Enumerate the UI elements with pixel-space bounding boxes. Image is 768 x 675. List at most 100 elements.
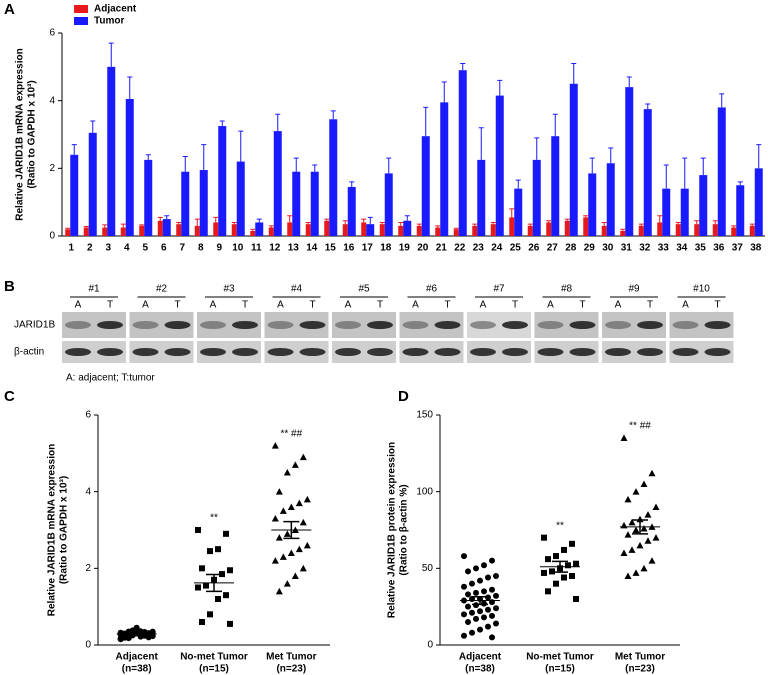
bar xyxy=(680,188,689,236)
lane-label: A xyxy=(75,300,82,311)
y-tick-label: 4 xyxy=(85,486,91,497)
sem-bar xyxy=(632,519,648,535)
x-tick-label: 9 xyxy=(216,243,222,254)
annotation: ** ## xyxy=(629,421,651,432)
blot-strip xyxy=(602,341,666,363)
bar xyxy=(125,98,134,236)
bar xyxy=(398,225,404,236)
point xyxy=(469,629,475,636)
bar xyxy=(749,225,755,236)
lane-label: A xyxy=(615,300,622,311)
annotation: ** xyxy=(556,520,564,531)
x-tick-label: No-met Tumor xyxy=(526,652,594,663)
bar xyxy=(287,222,293,236)
point xyxy=(573,560,579,567)
error-bar xyxy=(663,164,669,189)
error-bar xyxy=(312,164,318,172)
point xyxy=(227,620,233,627)
error-bar xyxy=(682,157,688,189)
bar xyxy=(176,224,182,236)
bar xyxy=(342,224,348,236)
error-bar xyxy=(731,225,737,228)
y-tick-label: 0 xyxy=(427,640,433,651)
y-axis-label: (Ratio to β-actin %) xyxy=(399,484,410,575)
blot-band xyxy=(470,348,496,356)
blot-band xyxy=(637,321,663,329)
sample-label: #6 xyxy=(426,284,438,295)
point xyxy=(207,548,213,555)
x-tick-label: 35 xyxy=(695,243,707,254)
bar xyxy=(421,136,430,236)
sample-label: #9 xyxy=(628,284,640,295)
error-bar xyxy=(145,154,151,160)
x-tick-label: 32 xyxy=(639,243,651,254)
point xyxy=(561,546,567,553)
blot-band xyxy=(672,348,699,356)
point xyxy=(291,572,299,579)
blot-band xyxy=(335,348,361,356)
point xyxy=(485,594,491,601)
bar xyxy=(361,222,367,236)
blot-band xyxy=(637,348,663,356)
bar xyxy=(440,102,449,236)
bar xyxy=(569,83,578,236)
point xyxy=(299,453,307,461)
lane-label: A xyxy=(142,300,149,311)
error-bar xyxy=(737,181,743,186)
blot-band xyxy=(704,348,731,356)
bar xyxy=(588,173,597,236)
blot-band xyxy=(502,321,528,329)
point xyxy=(640,524,648,532)
point xyxy=(541,534,547,541)
sample-label: #8 xyxy=(561,284,573,295)
error-bar xyxy=(194,218,200,226)
error-bar xyxy=(231,221,237,225)
bar xyxy=(83,227,89,236)
bar xyxy=(458,70,467,236)
bar xyxy=(509,217,515,236)
x-tick-label: 26 xyxy=(528,243,540,254)
point xyxy=(223,592,229,599)
bar xyxy=(231,224,237,236)
point xyxy=(493,573,499,579)
bar xyxy=(236,161,245,236)
y-tick-label: 0 xyxy=(85,640,91,651)
bar xyxy=(162,219,171,236)
x-tick-note: (n=38) xyxy=(465,664,495,675)
error-bar xyxy=(349,181,355,187)
bar xyxy=(70,154,79,236)
blot-band xyxy=(367,348,393,356)
bar xyxy=(250,230,256,236)
x-tick-label: 20 xyxy=(417,243,429,254)
point xyxy=(461,553,467,560)
blot-band xyxy=(299,321,326,329)
error-bar xyxy=(675,221,681,225)
annotation: ** xyxy=(210,513,218,524)
point xyxy=(477,626,483,633)
error-bar xyxy=(416,223,422,226)
error-bar xyxy=(324,218,330,221)
point xyxy=(473,615,479,622)
bar xyxy=(699,175,708,236)
x-tick-label: 15 xyxy=(325,243,337,254)
error-bar xyxy=(645,103,651,110)
error-bar xyxy=(589,157,595,174)
point xyxy=(624,572,632,579)
blot-band xyxy=(132,348,159,356)
lane-label: T xyxy=(107,300,113,311)
point xyxy=(473,565,479,572)
bar xyxy=(712,224,718,236)
blot-strip xyxy=(332,341,396,363)
blot-strip xyxy=(467,341,531,363)
y-tick-label: 6 xyxy=(85,410,91,421)
blot-band xyxy=(470,321,496,329)
bar xyxy=(564,220,570,236)
blot-band xyxy=(569,348,596,356)
error-bar xyxy=(490,221,496,225)
error-bar xyxy=(620,228,626,231)
bar xyxy=(583,217,589,236)
point xyxy=(461,611,467,618)
bar xyxy=(347,186,356,236)
blot-band xyxy=(434,348,461,356)
